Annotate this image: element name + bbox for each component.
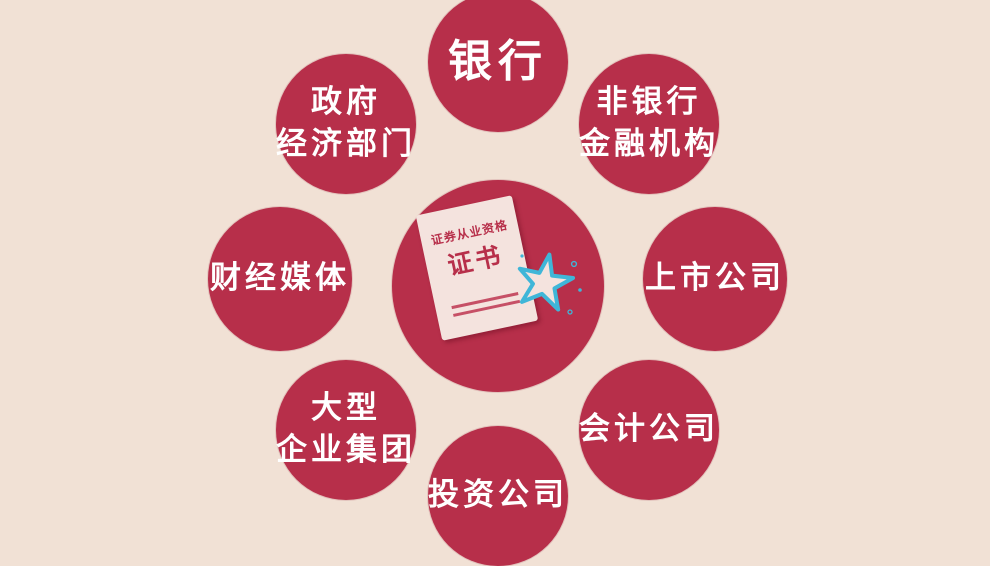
center-certificate-node: 证券从业资格 证书 xyxy=(392,180,604,392)
node-nonbank-financial[interactable]: 非银行 金融机构 xyxy=(579,54,719,194)
node-financial-media[interactable]: 财经媒体 xyxy=(208,207,352,351)
node-accounting-firm[interactable]: 会计公司 xyxy=(579,360,719,500)
node-gov-label: 政府 经济部门 xyxy=(276,84,416,162)
node-account-label: 会计公司 xyxy=(579,411,719,448)
star-icon xyxy=(514,250,586,322)
node-bank-label: 银行 xyxy=(448,36,548,88)
certificate-line xyxy=(453,299,521,317)
node-listed-label: 上市公司 xyxy=(645,260,785,297)
node-government-economic-dept[interactable]: 政府 经济部门 xyxy=(276,54,416,194)
node-bank[interactable]: 银行 xyxy=(428,0,568,132)
node-invest-label: 投资公司 xyxy=(428,477,568,514)
node-investment-company[interactable]: 投资公司 xyxy=(428,426,568,566)
node-listed-company[interactable]: 上市公司 xyxy=(643,207,787,351)
node-media-label: 财经媒体 xyxy=(210,260,350,297)
node-group-label: 大型 企业集团 xyxy=(276,390,416,468)
node-nonbank-label: 非银行 金融机构 xyxy=(579,84,719,162)
node-enterprise-group[interactable]: 大型 企业集团 xyxy=(276,360,416,500)
